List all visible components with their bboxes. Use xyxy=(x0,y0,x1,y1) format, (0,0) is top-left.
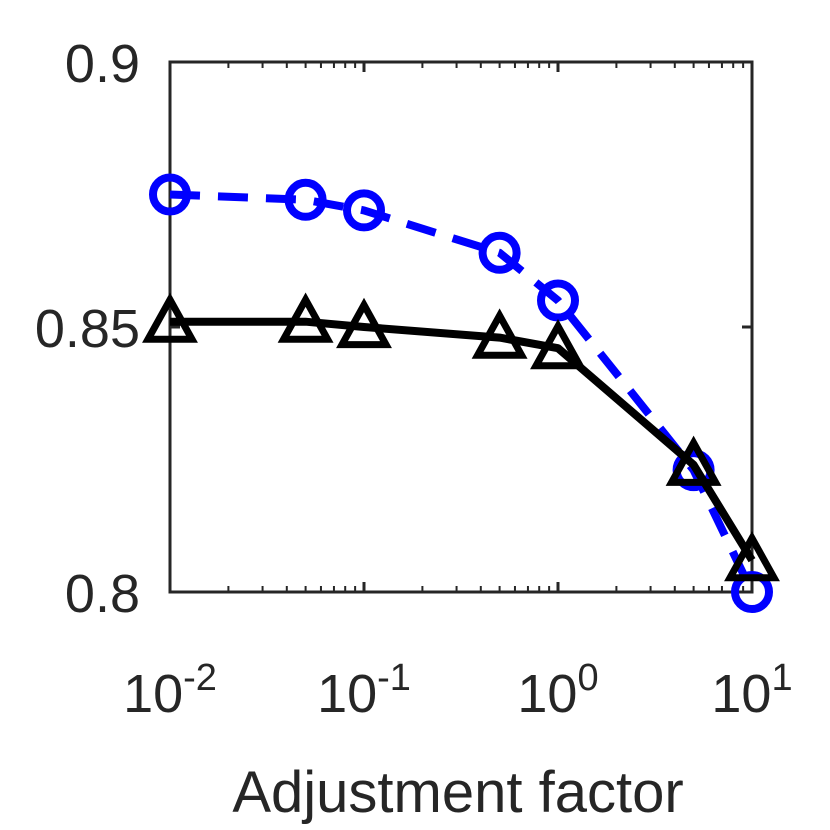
data-point xyxy=(665,435,722,486)
data-point xyxy=(336,297,392,349)
x-tick-label: 10-2 xyxy=(123,657,217,724)
series-line xyxy=(170,317,756,563)
y-tick-label: 0.8 xyxy=(65,564,140,624)
plot-frame xyxy=(168,60,754,594)
data-point xyxy=(471,308,528,359)
series-1 xyxy=(149,173,773,613)
data-point xyxy=(724,530,780,582)
x-tick-label: 10-1 xyxy=(317,657,411,724)
data-point xyxy=(142,292,198,343)
series-line xyxy=(169,190,756,594)
data-point xyxy=(530,318,586,370)
data-point xyxy=(277,292,334,343)
y-tick-label: 0.9 xyxy=(65,34,140,94)
y-tick-labels: 0.8 0.85 0.9 xyxy=(35,34,140,624)
x-tick-label: 100 xyxy=(517,657,598,724)
data-point xyxy=(284,178,327,221)
data-point xyxy=(343,189,385,232)
y-tick-label: 0.85 xyxy=(35,299,140,359)
data-point xyxy=(478,231,521,274)
axes-box xyxy=(168,60,754,594)
series-layer xyxy=(142,173,780,613)
series-2 xyxy=(142,292,780,582)
x-axis-label: Adjustment factor xyxy=(232,760,683,825)
x-tick-labels: 10-2 10-1 100 101 xyxy=(123,657,793,724)
x-minor-ticks xyxy=(227,62,745,592)
data-point xyxy=(537,279,579,322)
x-tick-label: 101 xyxy=(711,657,792,724)
data-point xyxy=(149,173,191,216)
